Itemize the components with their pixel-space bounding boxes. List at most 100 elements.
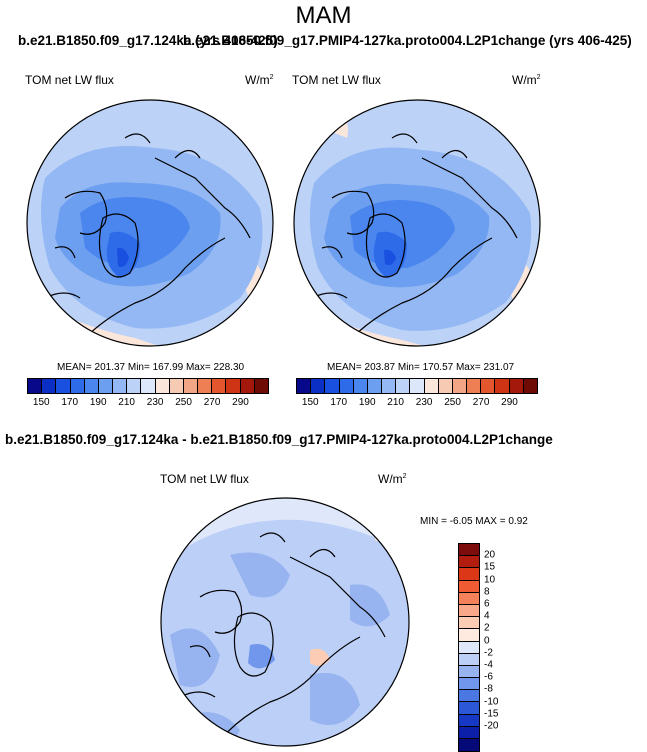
colorbar-swatch [459, 544, 479, 557]
left-run-header: b.e21.B1850.f09_g17.124ka (yrs 406-425) [18, 33, 278, 48]
colorbar-swatch [325, 379, 340, 393]
colorbar-tick-label: 150 [301, 397, 319, 408]
colorbar-tick-label: -20 [484, 720, 499, 732]
colorbar-tick-label: -6 [484, 671, 493, 683]
colorbar-tick-label: -10 [484, 696, 499, 708]
colorbar-tick-label: 290 [232, 397, 249, 408]
colorbar-tick-label: -2 [484, 647, 493, 659]
colorbar-tick-label: 10 [484, 574, 496, 586]
colorbar-tick-label: 170 [330, 397, 348, 408]
colorbar-swatch [509, 379, 524, 393]
colorbar-swatch [42, 379, 57, 393]
colorbar-swatch [141, 379, 156, 393]
colorbar-tick-label: 6 [484, 598, 490, 610]
colorbar-swatch [459, 714, 479, 727]
colorbar-swatch [84, 379, 99, 393]
colorbar-swatch [467, 379, 482, 393]
colorbar-swatch [339, 379, 354, 393]
left-colorbar-ticks: 150 170 190 210 230 250 270 290 [27, 397, 269, 409]
diff-header: b.e21.B1850.f09_g17.124ka - b.e21.B1850.… [5, 432, 553, 447]
colorbar-swatch [98, 379, 114, 393]
colorbar-tick-label: 250 [444, 397, 461, 408]
colorbar-swatch [452, 379, 468, 393]
colorbar-swatch [410, 379, 425, 393]
colorbar-swatch [198, 379, 213, 393]
colorbar-tick-label: 190 [358, 397, 376, 408]
colorbar-swatch [459, 690, 479, 703]
colorbar-swatch [459, 556, 479, 569]
colorbar-swatch [226, 379, 241, 393]
colorbar-swatch [254, 379, 268, 393]
colorbar-swatch [382, 379, 397, 393]
colorbar-swatch [127, 379, 142, 393]
colorbar-swatch [353, 379, 368, 393]
colorbar-swatch [240, 379, 255, 393]
colorbar-swatch [459, 629, 479, 642]
colorbar-swatch [297, 379, 312, 393]
diff-polar-map [160, 497, 410, 747]
colorbar-swatch [459, 592, 479, 605]
right-units-label: W/m2 [512, 73, 541, 87]
colorbar-swatch [459, 568, 479, 581]
diff-colorbar [458, 543, 480, 752]
colorbar-swatch [56, 379, 71, 393]
diff-units-label: W/m2 [378, 472, 407, 486]
colorbar-swatch [459, 580, 479, 593]
colorbar-tick-label: 210 [118, 397, 135, 408]
colorbar-tick-label: 15 [484, 561, 496, 573]
right-variable-label: TOM net LW flux [292, 73, 381, 87]
colorbar-swatch [396, 379, 411, 393]
left-stats-label: MEAN= 201.37 Min= 167.99 Max= 228.30 [57, 362, 245, 373]
colorbar-tick-label: 270 [203, 397, 221, 408]
colorbar-tick-label: 4 [484, 610, 490, 622]
colorbar-swatch [459, 678, 479, 691]
left-units-label: W/m2 [245, 73, 274, 87]
colorbar-tick-label: -4 [484, 659, 493, 671]
colorbar-swatch [311, 379, 326, 393]
left-polar-map [26, 99, 274, 347]
page-title: MAM [295, 2, 352, 29]
right-stats-label: MEAN= 203.87 Min= 170.57 Max= 231.07 [327, 362, 515, 373]
colorbar-swatch [523, 379, 537, 393]
right-colorbar-ticks: 150 170 190 210 230 250 270 290 [296, 397, 538, 409]
colorbar-tick-label: 150 [32, 397, 50, 408]
colorbar-swatch [459, 641, 479, 654]
colorbar-swatch [183, 379, 199, 393]
colorbar-swatch [459, 665, 479, 679]
colorbar-tick-label: 230 [146, 397, 164, 408]
colorbar-tick-label: 2 [484, 622, 490, 634]
diff-variable-label: TOM net LW flux [160, 472, 249, 486]
colorbar-tick-label: 8 [484, 586, 490, 598]
colorbar-swatch [70, 379, 85, 393]
left-colorbar [27, 378, 269, 394]
colorbar-swatch [367, 379, 383, 393]
colorbar-tick-label: 20 [484, 549, 496, 561]
right-colorbar [296, 378, 538, 394]
colorbar-swatch [459, 604, 479, 618]
colorbar-swatch [113, 379, 128, 393]
colorbar-swatch [481, 379, 496, 393]
colorbar-swatch [459, 617, 479, 630]
colorbar-swatch [495, 379, 510, 393]
colorbar-swatch [459, 653, 479, 666]
colorbar-tick-label: 230 [415, 397, 433, 408]
colorbar-tick-label: -15 [484, 708, 499, 720]
colorbar-tick-label: 270 [472, 397, 490, 408]
colorbar-swatch [212, 379, 227, 393]
colorbar-tick-label: 250 [175, 397, 192, 408]
colorbar-swatch [459, 726, 479, 739]
colorbar-swatch [155, 379, 170, 393]
colorbar-swatch [424, 379, 439, 393]
diff-colorbar-ticks: 20 15 10 8 6 4 2 0 -2 -4 -6 -8 -10 -15 -20 [484, 543, 524, 751]
right-polar-map [293, 99, 541, 347]
colorbar-tick-label: 170 [61, 397, 79, 408]
colorbar-swatch [28, 379, 43, 393]
colorbar-tick-label: 0 [484, 635, 490, 647]
colorbar-swatch [169, 379, 184, 393]
colorbar-tick-label: 290 [501, 397, 518, 408]
colorbar-tick-label: 210 [387, 397, 404, 408]
right-run-header: b.e21.B1850.f09_g17.PMIP4-127ka.proto004… [183, 33, 632, 48]
diff-stats-label: MIN = -6.05 MAX = 0.92 [420, 516, 528, 527]
colorbar-tick-label: 190 [89, 397, 107, 408]
left-variable-label: TOM net LW flux [25, 73, 114, 87]
